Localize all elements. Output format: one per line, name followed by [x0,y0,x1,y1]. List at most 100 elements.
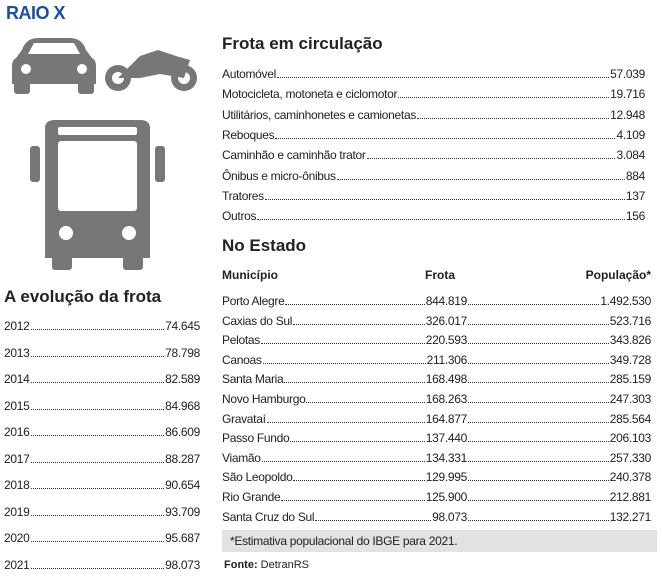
municipality: Santa Cruz do Sul [222,509,315,524]
evolution-title: A evolução da frota [4,287,162,306]
evolution-row: 2016 86.609 [4,424,200,439]
leader [468,402,609,403]
evolution-row: 2020 95.687 [4,530,200,545]
leader [468,480,609,482]
value: 57.039 [610,67,645,81]
value: 88.287 [165,451,200,466]
state-row: Rio Grande 125.900 212.881 [222,489,651,504]
fleet-row: Caminhão e caminhão trator 3.084 [222,147,645,162]
municipality: Canoas [222,352,262,367]
fleet: 168.498 [425,372,468,387]
year: 2014 [4,372,30,386]
population: 206.103 [609,431,652,446]
value: 884 [625,168,645,183]
fleet-row: Reboques 4.109 [222,127,645,142]
cell: 1.492.530 [467,293,651,308]
leader [468,382,609,384]
leader [30,488,165,489]
value: 90.654 [165,478,200,492]
population: 132.271 [609,509,652,524]
cell: Pelotas 220.593 [222,332,467,347]
fleet: 125.900 [425,490,468,504]
leader [266,421,425,423]
leader [260,343,425,345]
population: 285.159 [609,372,652,387]
value: 12.948 [610,107,645,122]
cell: Canoas 211.306 [222,352,467,367]
leader [417,117,610,119]
leader [30,408,165,410]
leader [336,178,625,180]
leader [277,77,610,78]
leader [285,304,425,305]
evolution-row: 2014 82.589 [4,371,200,386]
state-row: São Leopoldo 129.995 240.378 [222,469,651,484]
year: 2020 [4,531,30,545]
population: 212.881 [609,490,652,504]
leader [293,323,425,325]
municipality: Pelotas [222,333,260,348]
leader [30,541,165,542]
municipality: Caxias do Sul [222,313,293,328]
state-title: No Estado [222,236,307,255]
car-icon [12,38,96,94]
leader [468,304,600,305]
state-row: Porto Alegre 844.819 1.492.530 [222,293,651,308]
fleet: 211.306 [426,352,468,367]
evolution-row: 2017 88.287 [4,451,200,466]
cell: Santa Maria 168.498 [222,371,467,386]
cell: Santa Cruz do Sul 98.073 [222,509,467,524]
fleet-row: Tratores 137 [222,188,645,203]
cell: São Leopoldo 129.995 [222,469,467,484]
state-row: Pelotas 220.593 343.826 [222,332,651,347]
leader [468,441,609,443]
fleet: 844.819 [425,294,468,308]
value: 98.073 [165,557,200,572]
population: 523.716 [609,313,652,328]
motorcycle-icon [105,50,197,91]
leader [30,355,165,357]
year: 2015 [4,398,30,413]
cell: 285.159 [467,371,651,386]
year: 2016 [4,425,30,439]
cell: 343.826 [467,332,651,347]
leader [30,567,165,569]
leader [262,362,426,364]
cell: 240.378 [467,469,651,484]
municipality: Novo Hamburgo [222,392,306,406]
population: 240.378 [609,470,652,485]
label: Ônibus e micro-ônibus [222,168,336,183]
value: 86.609 [165,425,200,439]
value: 82.589 [165,372,200,386]
value: 4.109 [616,127,645,142]
municipality: Passo Fundo [222,431,290,446]
leader [468,421,609,423]
evolution-row: 2019 93.709 [4,504,200,519]
cell: Caxias do Sul 326.017 [222,313,467,328]
year: 2013 [4,345,30,360]
fleet: 168.263 [425,392,468,406]
source: Fonte: DetranRS [224,559,309,571]
leader [306,402,425,403]
value: 74.645 [165,319,200,333]
leader [284,382,425,384]
leader [468,362,609,364]
cell: Porto Alegre 844.819 [222,293,467,308]
note: *Estimativa populacional do IBGE para 20… [222,530,657,552]
value: 19.716 [610,87,645,102]
leader [468,519,609,521]
source-label: Fonte: [224,559,258,571]
evolution-row: 2013 78.798 [4,345,200,360]
population: 343.826 [609,333,652,348]
leader [257,219,625,221]
year: 2019 [4,504,30,519]
municipality: Gravataí [222,411,266,426]
leader [468,500,609,501]
municipality: Santa Maria [222,372,284,387]
leader [30,514,165,516]
leader [290,441,425,443]
fleet: 326.017 [425,313,468,328]
leader [30,329,165,330]
year: 2012 [4,319,30,333]
